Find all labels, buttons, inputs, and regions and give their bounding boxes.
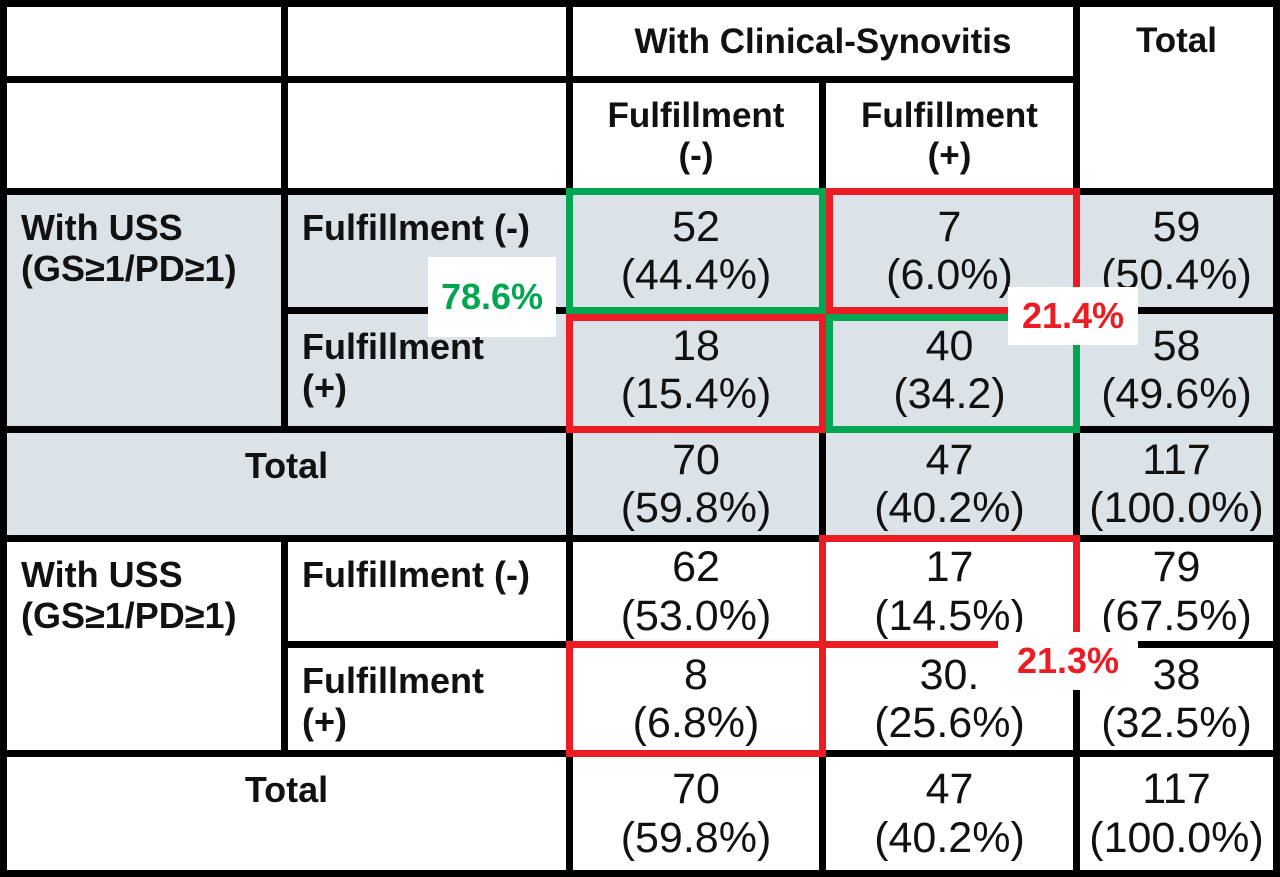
section1-total-total: 117 (100.0%) bbox=[1080, 433, 1273, 542]
section1-cell-neg-pos: 7 (6.0%) bbox=[826, 195, 1080, 314]
header-fulfillment-negative: Fulfillment (-) bbox=[573, 83, 826, 195]
header-total-column: Total bbox=[1080, 7, 1273, 195]
blank-cell-r2c2 bbox=[288, 83, 573, 195]
section2-cell-neg-pos: 17 (14.5%) bbox=[826, 542, 1080, 648]
header-fulfillment-positive: Fulfillment (+) bbox=[826, 83, 1080, 195]
section2-cell-pos-neg: 8 (6.8%) bbox=[573, 648, 826, 757]
header-clinical-synovitis: With Clinical-Synovitis bbox=[573, 7, 1080, 83]
section1-cell-neg-neg: 52 (44.4%) bbox=[573, 195, 826, 314]
section2-row-positive-label: Fulfillment (+) bbox=[288, 648, 573, 757]
section1-total-neg: 70 (59.8%) bbox=[573, 433, 826, 542]
blank-cell-r1c1 bbox=[7, 7, 288, 83]
section2-total-label: Total bbox=[7, 757, 573, 870]
blank-cell-r1c2 bbox=[288, 7, 573, 83]
section1-cell-neg-total: 59 (50.4%) bbox=[1080, 195, 1273, 314]
section1-cell-pos-neg: 18 (15.4%) bbox=[573, 314, 826, 433]
section1-cell-pos-total: 58 (49.6%) bbox=[1080, 314, 1273, 433]
section1-row-negative-label: Fulfillment (-) bbox=[288, 195, 573, 314]
section2-cell-neg-total: 79 (67.5%) bbox=[1080, 542, 1273, 648]
section2-cell-pos-pos: 30. (25.6%) bbox=[826, 648, 1080, 757]
section1-total-pos: 47 (40.2%) bbox=[826, 433, 1080, 542]
section2-row-negative-label: Fulfillment (-) bbox=[288, 542, 573, 648]
section2-total-total: 117 (100.0%) bbox=[1080, 757, 1273, 870]
section2-group-label: With USS (GS≥1/PD≥1) bbox=[7, 542, 288, 757]
section2-total-neg: 70 (59.8%) bbox=[573, 757, 826, 870]
section1-total-label: Total bbox=[7, 433, 573, 542]
section1-row-positive-label: Fulfillment (+) bbox=[288, 314, 573, 433]
section1-group-label: With USS (GS≥1/PD≥1) bbox=[7, 195, 288, 433]
section1-cell-pos-pos: 40 (34.2) bbox=[826, 314, 1080, 433]
section2-total-pos: 47 (40.2%) bbox=[826, 757, 1080, 870]
blank-cell-r2c1 bbox=[7, 83, 288, 195]
section2-cell-neg-neg: 62 (53.0%) bbox=[573, 542, 826, 648]
section2-cell-pos-total: 38 (32.5%) bbox=[1080, 648, 1273, 757]
